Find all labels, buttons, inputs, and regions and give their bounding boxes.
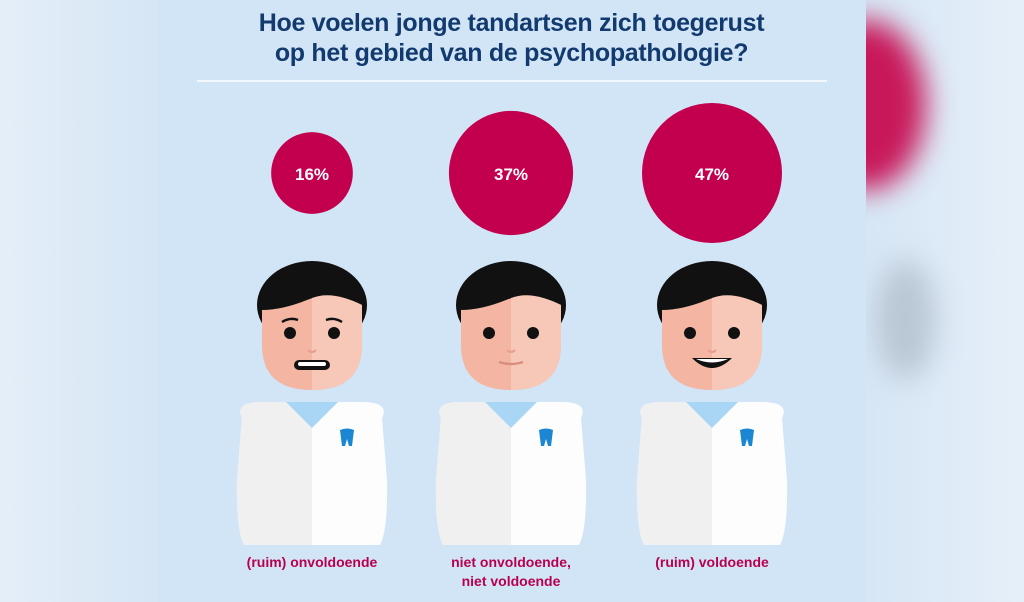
eye-right — [527, 327, 539, 339]
bubble-value-label-3: 47% — [695, 165, 729, 184]
chart-svg: 16% 37% 47% — [236, 103, 788, 545]
collar — [686, 402, 738, 428]
category-label-1: (ruim) onvoldoende — [246, 554, 378, 570]
nose — [307, 349, 317, 353]
title-line-2: op het gebied van de psychopathologie? — [274, 39, 749, 67]
bubble-3 — [642, 103, 782, 243]
eye-right — [728, 327, 740, 339]
eye-left — [483, 327, 495, 339]
collar — [286, 402, 338, 428]
dentist-figure-1 — [236, 261, 388, 545]
bubble-value-label-2: 37% — [494, 165, 528, 184]
blurred-background-right — [866, 0, 1024, 602]
category-label-2: niet onvoldoende, niet voldoende — [451, 554, 571, 589]
tooth-icon — [340, 428, 354, 446]
collar — [485, 402, 537, 428]
face-light — [312, 295, 362, 390]
face-light — [712, 295, 762, 390]
category-label-3: (ruim) voldoende — [655, 554, 769, 570]
bubble-value-label-1: 16% — [295, 165, 329, 184]
tooth-icon — [740, 428, 754, 446]
eye-left — [284, 327, 296, 339]
title-line-1: Hoe voelen jonge tandartsen zich toegeru… — [258, 9, 765, 37]
eye-left — [684, 327, 696, 339]
coat-shade — [236, 402, 312, 545]
tooth-icon — [539, 428, 553, 446]
dentist-figure-3 — [636, 261, 788, 545]
nose — [707, 349, 717, 353]
bubble-2 — [448, 110, 574, 236]
mouth — [498, 360, 524, 366]
bubble-1 — [271, 132, 353, 214]
divider — [197, 80, 827, 82]
dentist-figure-2 — [435, 261, 587, 545]
eye-right — [328, 327, 340, 339]
blurred-background-left — [0, 0, 157, 602]
teeth — [298, 362, 326, 366]
teeth — [696, 359, 728, 363]
eyebrows — [281, 317, 343, 324]
infographic-panel: Hoe voelen jonge tandartsen zich toegeru… — [157, 0, 866, 602]
coat-shade — [435, 402, 511, 545]
coat-shade — [636, 402, 712, 545]
chart-title: Hoe voelen jonge tandartsen zich toegeru… — [157, 8, 866, 68]
nose — [506, 349, 516, 353]
face-light — [511, 295, 561, 390]
